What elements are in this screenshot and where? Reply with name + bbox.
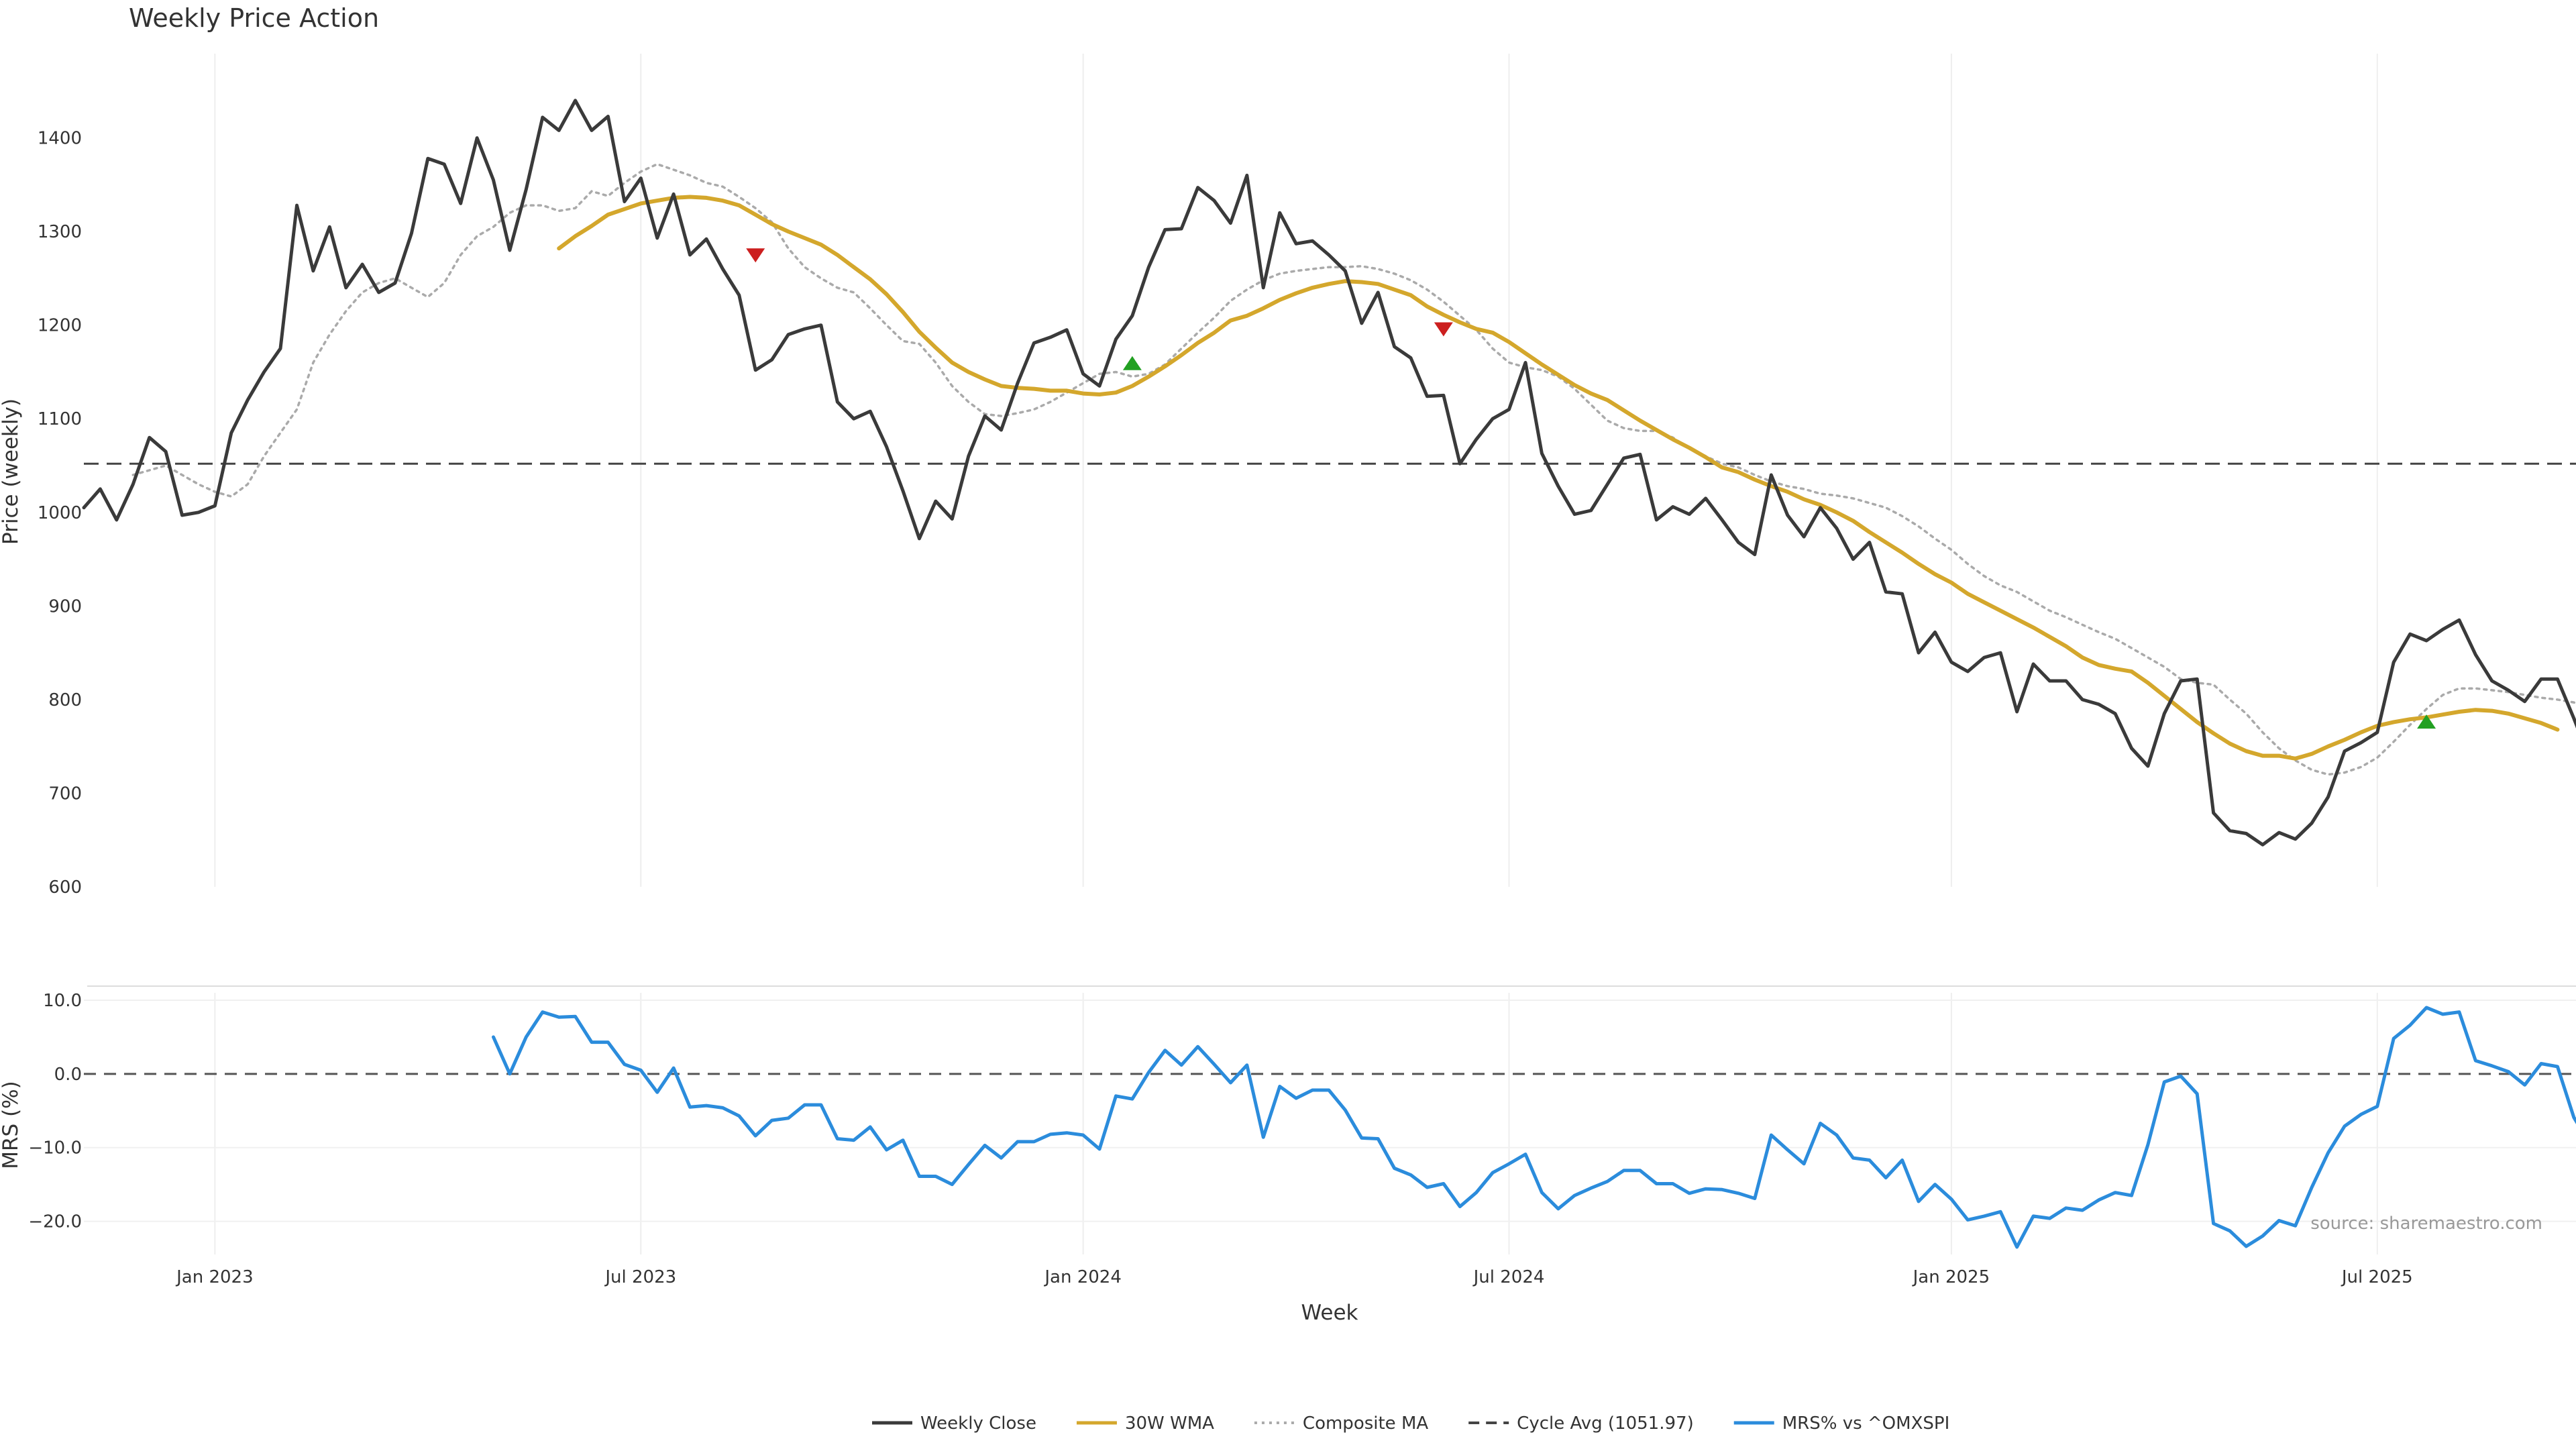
mrs-y-tick-label: −20.0 (28, 1212, 82, 1232)
price-y-tick-label: 1100 (38, 409, 82, 429)
x-tick-label: Jan 2024 (1043, 1267, 1122, 1287)
mrs-y-axis-title: MRS (%) (0, 1081, 23, 1169)
price-y-tick-label: 800 (48, 690, 82, 710)
price-y-axis-title: Price (weekly) (0, 398, 23, 545)
x-tick-label: Jan 2023 (175, 1267, 254, 1287)
signal-markers (746, 248, 2436, 729)
price-y-tick-label: 600 (48, 877, 82, 898)
legend-label: MRS% vs ^OMXSPI (1782, 1413, 1950, 1434)
composite-ma-line (131, 162, 2576, 776)
price-panel-gridlines (214, 54, 2378, 887)
legend-label: Weekly Close (920, 1413, 1036, 1434)
legend-item: 30W WMA (1076, 1413, 1214, 1434)
x-axis-title: Week (1301, 1301, 1358, 1325)
x-tick-label: Jan 2025 (1912, 1267, 1990, 1287)
30w-wma-line (557, 195, 2560, 761)
mrs-y-tick-label: 0.0 (54, 1065, 82, 1085)
legend-item: MRS% vs ^OMXSPI (1733, 1413, 1950, 1434)
price-y-tick-label: 1000 (38, 503, 82, 523)
mrs-y-tick-label: −10.0 (28, 1138, 82, 1159)
legend: Weekly Close 30W WMA Composite MA Cycle Avg… (872, 1413, 1949, 1434)
weekly-close-line (82, 99, 2576, 847)
x-tick-label: Jul 2024 (1472, 1267, 1545, 1287)
x-axis-ticks: Jan 2023 Jul 2023 Jan 2024 Jul 2024 Jan 2025… (175, 1267, 2413, 1287)
price-y-tick-label: 1300 (38, 222, 82, 242)
x-tick-label: Jul 2023 (604, 1267, 676, 1287)
price-y-axis-ticks: 600 700 800 900 1000 1100 1200 1300 1400 (38, 129, 82, 898)
mrs-panel-gridlines (84, 993, 2576, 1254)
source-note: source: sharemaestro.com (2310, 1214, 2542, 1234)
sell-signal-marker (746, 248, 765, 263)
price-series-group (82, 99, 2576, 847)
legend-item: Cycle Avg (1051.97) (1468, 1413, 1694, 1434)
price-y-tick-label: 900 (48, 596, 82, 616)
buy-signal-marker (2417, 714, 2436, 729)
price-y-tick-label: 1200 (38, 316, 82, 336)
legend-item: Composite MA (1254, 1413, 1428, 1434)
mrs-y-tick-label: 10.0 (43, 991, 82, 1011)
legend-item: Weekly Close (872, 1413, 1036, 1434)
mrs-series-group (84, 1006, 2576, 1249)
mrs-line (492, 1006, 2576, 1249)
buy-signal-marker (1122, 356, 1142, 370)
legend-label: Composite MA (1303, 1413, 1428, 1434)
legend-label: 30W WMA (1125, 1413, 1214, 1434)
legend-label: Cycle Avg (1051.97) (1517, 1413, 1694, 1434)
price-y-tick-label: 1400 (38, 129, 82, 149)
mrs-y-axis-ticks: −20.0 −10.0 0.0 10.0 (28, 991, 82, 1232)
sell-signal-marker (1434, 322, 1453, 337)
x-tick-label: Jul 2025 (2341, 1267, 2413, 1287)
price-y-tick-label: 700 (48, 784, 82, 804)
chart-title: Weekly Price Action (129, 3, 379, 33)
